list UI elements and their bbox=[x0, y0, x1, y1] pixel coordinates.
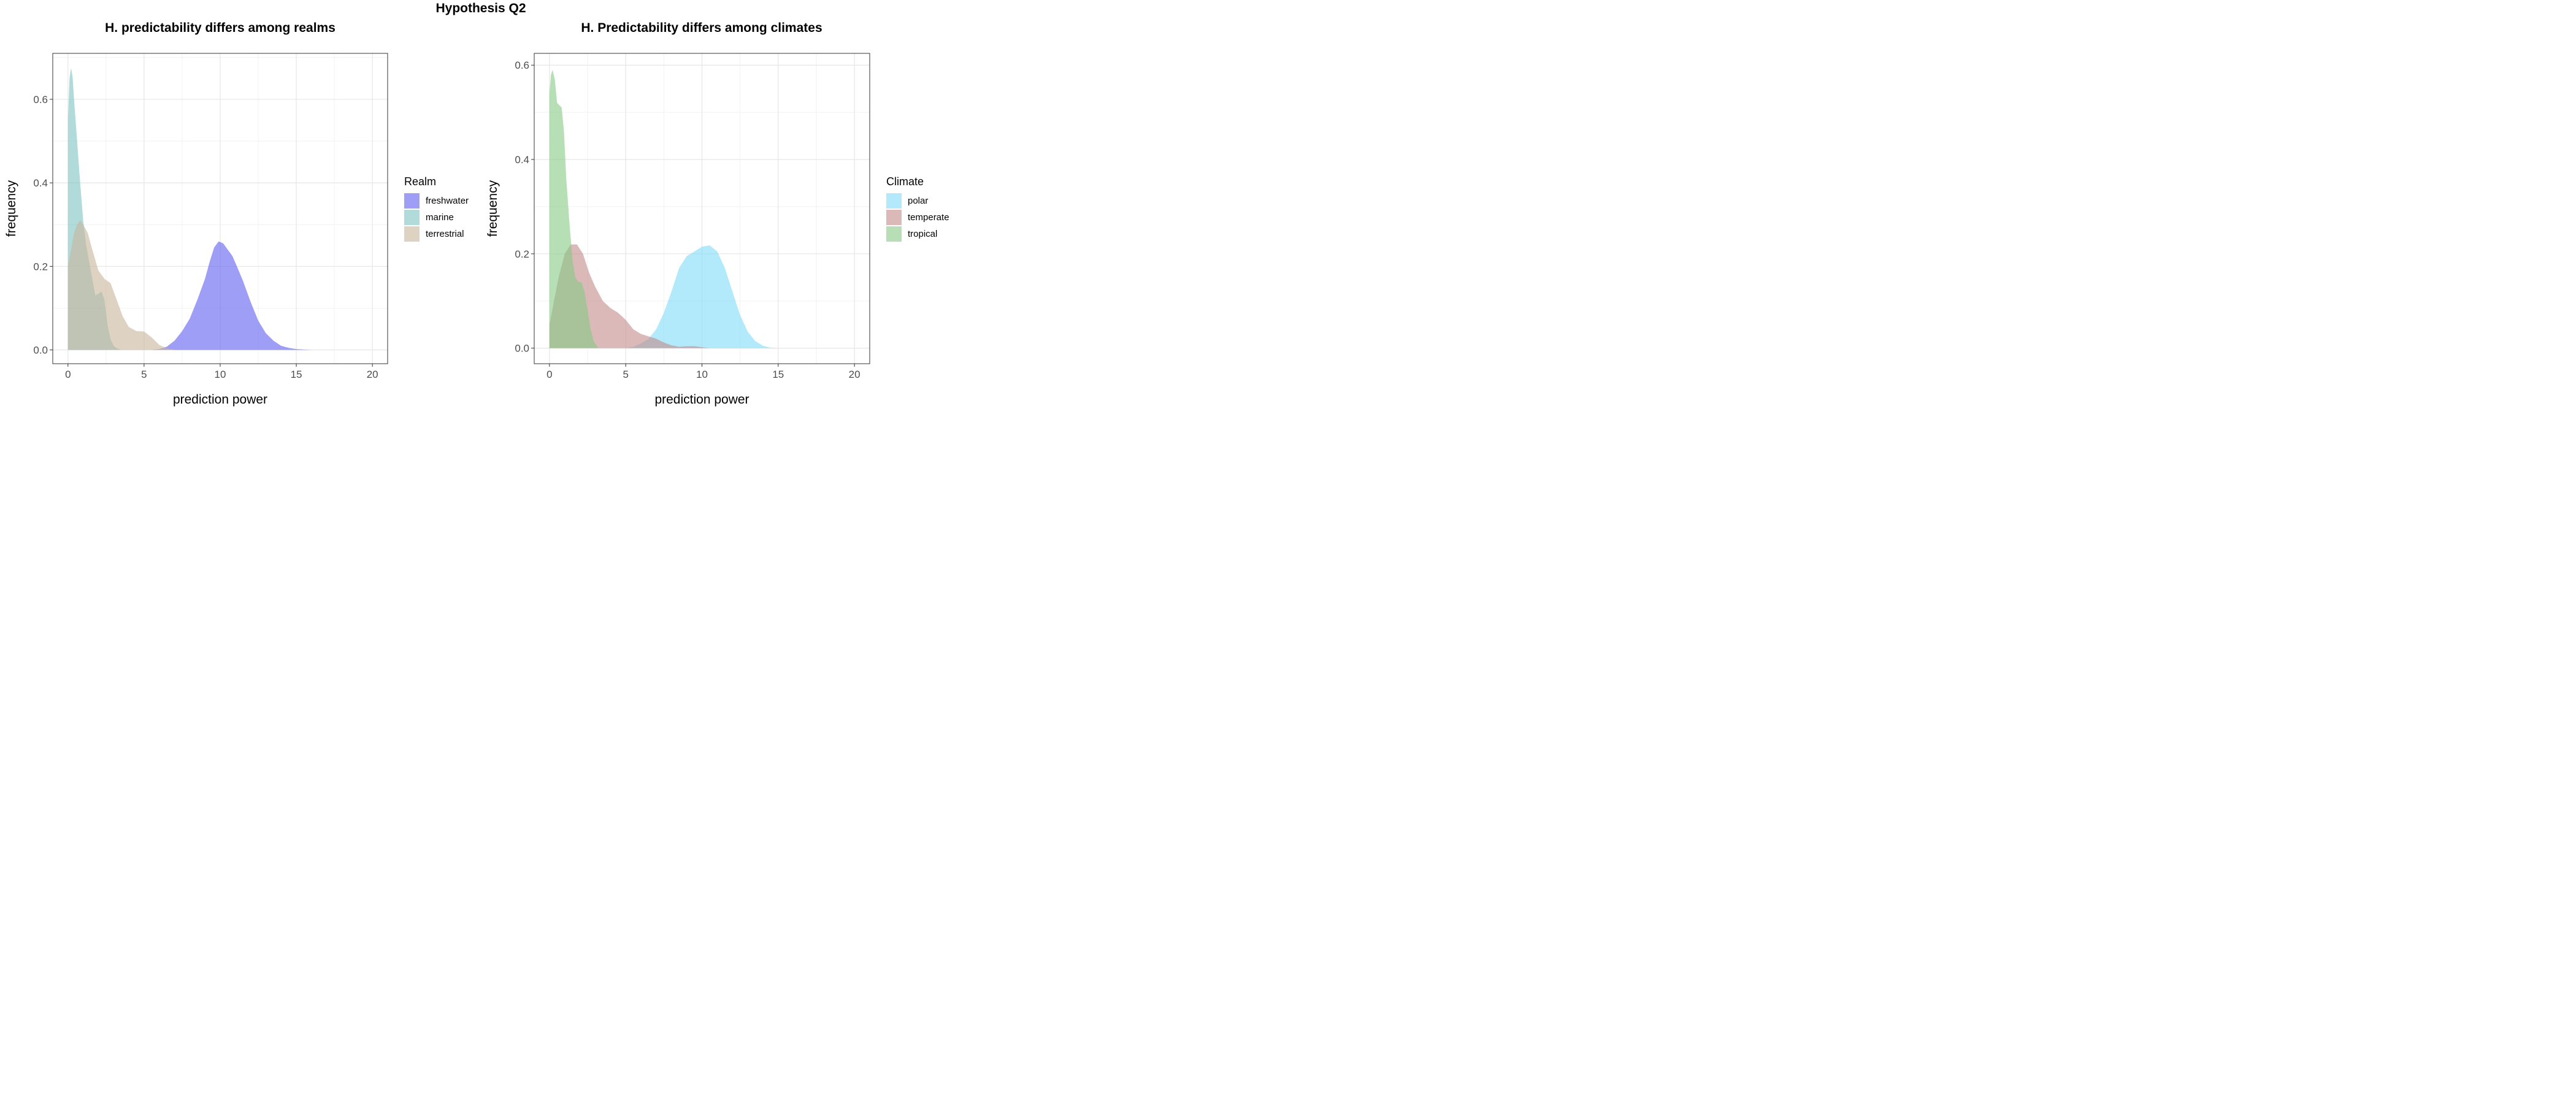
x-tick-label: 10 bbox=[696, 369, 708, 380]
y-tick-label: 0.0 bbox=[515, 343, 529, 355]
legend-label-tropical: tropical bbox=[908, 229, 937, 239]
legend: Climate polar temperate tropical bbox=[886, 175, 949, 242]
legend-key-terrestrial bbox=[404, 226, 420, 242]
legend-label-terrestrial: terrestrial bbox=[426, 229, 464, 239]
legend-key-tropical bbox=[886, 226, 902, 242]
density-area-terrestrial bbox=[67, 220, 175, 350]
x-tick-label: 5 bbox=[623, 369, 628, 380]
y-tick-label: 0.0 bbox=[33, 345, 48, 356]
x-tick-label: 20 bbox=[367, 369, 378, 380]
y-tick-label: 0.2 bbox=[33, 261, 48, 272]
x-tick-label: 15 bbox=[772, 369, 784, 380]
legend-key-polar bbox=[886, 193, 902, 209]
charts-svg: 0 5 10 15 20 0.0 0.2 0.4 0.6 H. predictability di… bbox=[4, 21, 949, 407]
y-axis-label: frequency bbox=[486, 180, 500, 237]
chart-title: H. predictability differs among realms bbox=[105, 21, 335, 35]
x-axis-label: prediction power bbox=[173, 393, 267, 407]
density-area-polar bbox=[626, 245, 778, 348]
density-area-tropical bbox=[549, 69, 599, 348]
x-tick-label: 0 bbox=[65, 369, 71, 380]
legend-key-freshwater bbox=[404, 193, 420, 209]
y-tick-label: 0.4 bbox=[515, 154, 529, 166]
legend-key-marine bbox=[404, 210, 420, 225]
y-tick-label: 0.2 bbox=[515, 248, 529, 260]
legend-label-marine: marine bbox=[426, 212, 454, 223]
y-tick-label: 0.4 bbox=[33, 177, 48, 189]
legend-label-polar: polar bbox=[908, 196, 928, 206]
legend-title: Climate bbox=[886, 175, 924, 188]
x-tick-label: 10 bbox=[215, 369, 226, 380]
x-axis-label: prediction power bbox=[654, 393, 749, 407]
x-tick-label: 5 bbox=[141, 369, 147, 380]
legend-key-temperate bbox=[886, 210, 902, 225]
chart-panel-climates: 0 5 10 15 20 0.0 0.2 0.4 0.6 H. Predictability di… bbox=[486, 21, 949, 407]
y-tick-label: 0.6 bbox=[515, 59, 529, 71]
legend-label-freshwater: freshwater bbox=[426, 196, 469, 206]
x-tick-label: 0 bbox=[546, 369, 552, 380]
figure: Hypothesis Q2 0 5 10 15 20 0.0 0.2 0.4 0.6 H. pre… bbox=[0, 0, 962, 412]
y-tick-label: 0.6 bbox=[33, 94, 48, 105]
x-tick-label: 15 bbox=[291, 369, 302, 380]
chart-panel-realms: 0 5 10 15 20 0.0 0.2 0.4 0.6 H. predictability di… bbox=[4, 21, 469, 407]
density-area-freshwater bbox=[151, 241, 312, 350]
x-tick-label: 20 bbox=[849, 369, 861, 380]
figure-suptitle: Hypothesis Q2 bbox=[435, 1, 526, 15]
legend-title: Realm bbox=[404, 175, 436, 188]
y-axis-label: frequency bbox=[4, 180, 18, 237]
chart-title: H. Predictability differs among climates bbox=[581, 21, 822, 35]
legend-label-temperate: temperate bbox=[908, 212, 949, 223]
legend: Realm freshwater marine terrestrial bbox=[404, 175, 469, 242]
